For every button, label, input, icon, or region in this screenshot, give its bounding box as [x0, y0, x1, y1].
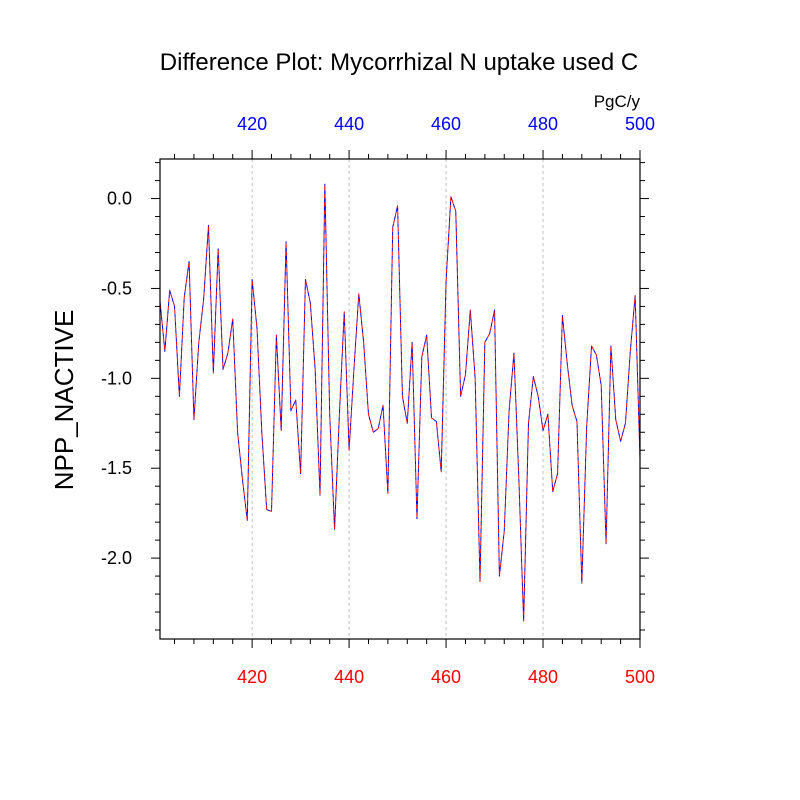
y-tick-label--1: -1.0	[101, 368, 132, 388]
y-tick-label--2: -2.0	[101, 548, 132, 568]
y-tick-label--0p5: -0.5	[101, 278, 132, 298]
x-tick-label-bottom-480: 480	[528, 667, 558, 687]
x-tick-label-bottom-420: 420	[237, 667, 267, 687]
x-tick-label-top-480: 480	[528, 114, 558, 134]
x-gridlines	[251, 159, 544, 639]
x-tick-label-top-440: 440	[334, 114, 364, 134]
y-axis-label: NPP_NACTIVE	[49, 310, 79, 491]
y-tick-label--1p5: -1.5	[101, 458, 132, 478]
x-tick-label-top-460: 460	[431, 114, 461, 134]
x-tick-label-bottom-460: 460	[431, 667, 461, 687]
y-tick-label-0: 0.0	[107, 189, 132, 209]
series-line-series-b	[159, 183, 641, 622]
axis-ticks	[151, 150, 649, 648]
x-tick-label-top-500: 500	[625, 114, 655, 134]
plot-frame	[159, 158, 641, 640]
series-line-series-a	[159, 183, 641, 622]
x-tick-label-top-420: 420	[237, 114, 267, 134]
chart-title: Difference Plot: Mycorrhizal N uptake us…	[160, 49, 638, 76]
x-tick-label-bottom-500: 500	[625, 667, 655, 687]
units-label: PgC/y	[594, 92, 641, 111]
series-layer	[159, 183, 641, 622]
x-tick-label-bottom-440: 440	[334, 667, 364, 687]
tick-labels: 420 420 440 440 460 460 480 480 500 500 0.0 -0.5 -1.…	[101, 114, 655, 687]
